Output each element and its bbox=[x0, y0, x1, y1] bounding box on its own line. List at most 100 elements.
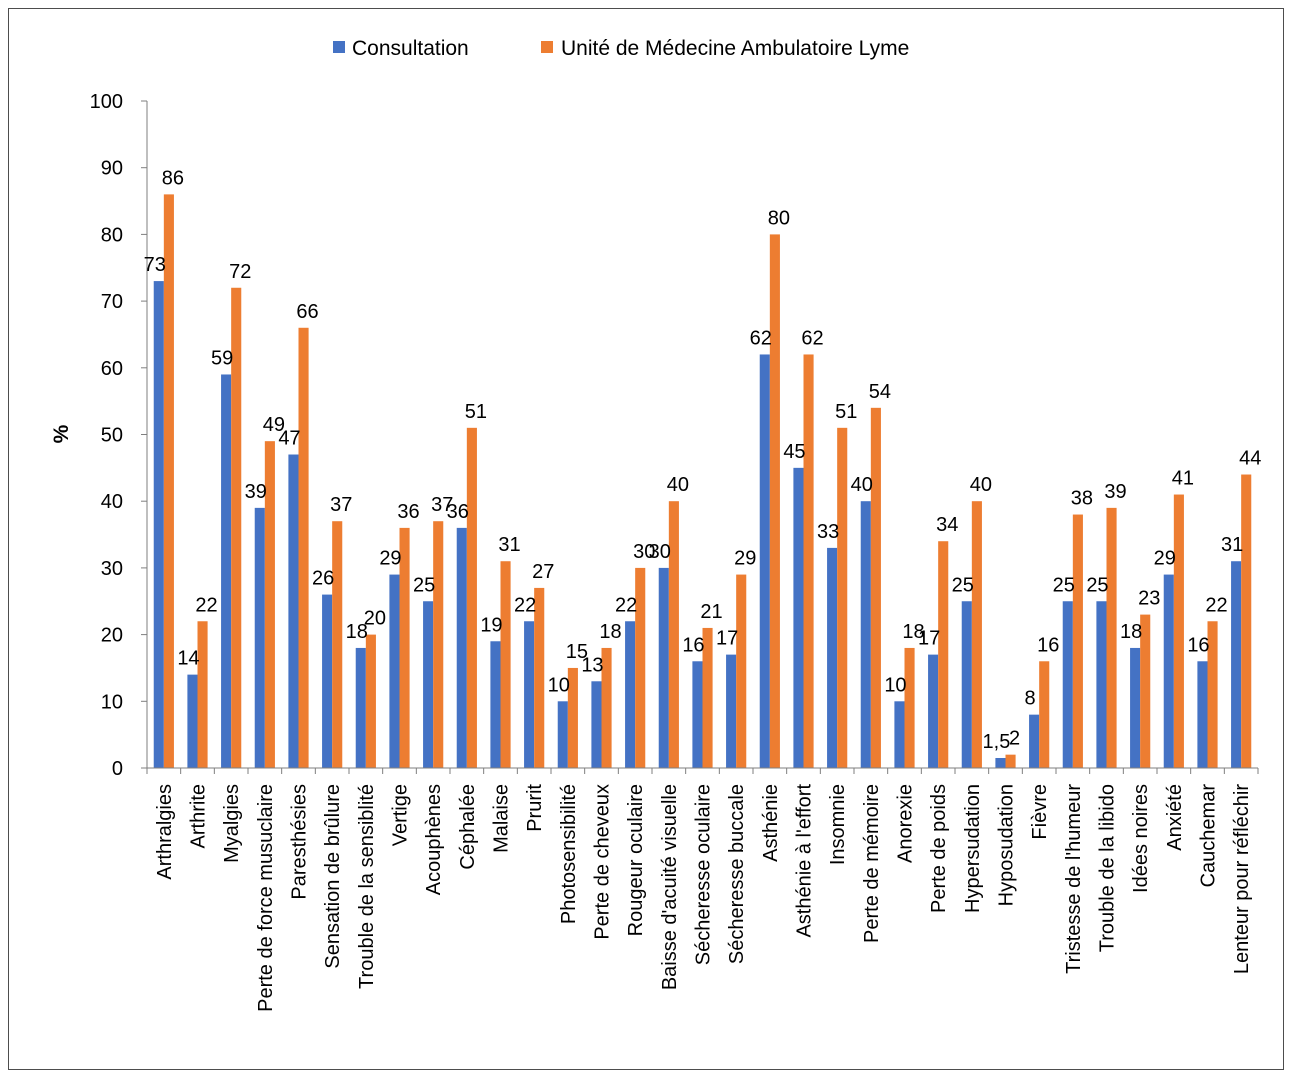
data-label: 40 bbox=[667, 474, 689, 496]
x-tick-label: Idées noires bbox=[1130, 784, 1152, 893]
bar-uma-lyme bbox=[1072, 514, 1083, 768]
y-tick-label: 40 bbox=[101, 491, 123, 513]
bar-consultation bbox=[726, 654, 737, 768]
bar-uma-lyme bbox=[163, 194, 174, 768]
x-tick-label: Baisse d'acuité visuelle bbox=[659, 784, 681, 990]
data-label: 22 bbox=[514, 594, 536, 616]
data-label: 62 bbox=[750, 327, 772, 349]
data-labels: 73 14 59 39 47 26 18 29 25 36 19 22 10 13 22 30 16 17 62 45… bbox=[144, 167, 1262, 753]
data-label: 47 bbox=[278, 428, 300, 450]
y-tick-label: 30 bbox=[101, 558, 123, 580]
y-tick-label: 50 bbox=[101, 425, 123, 447]
bar-consultation bbox=[389, 574, 400, 768]
bar-consultation bbox=[591, 681, 602, 768]
data-label: 72 bbox=[229, 261, 251, 283]
data-label: 29 bbox=[379, 548, 401, 570]
bar-consultation bbox=[221, 374, 232, 768]
data-label: 34 bbox=[936, 514, 958, 536]
bar-consultation bbox=[423, 601, 434, 768]
bar-uma-lyme bbox=[1005, 754, 1016, 768]
data-label: 25 bbox=[1053, 574, 1075, 596]
x-tick-label: Fièvre bbox=[1029, 784, 1051, 840]
x-tick-label: Arthrite bbox=[188, 784, 210, 848]
bar-uma-lyme bbox=[365, 634, 376, 768]
data-label: 23 bbox=[1138, 588, 1160, 610]
bar-consultation bbox=[827, 547, 838, 768]
y-axis: 0 10 20 30 40 50 60 70 80 90 100 bbox=[90, 91, 148, 780]
x-tick-label: Perte de poids bbox=[928, 784, 950, 913]
data-label: 25 bbox=[413, 574, 435, 596]
x-tick-label: Anorexie bbox=[895, 784, 917, 863]
data-label: 37 bbox=[330, 494, 352, 516]
bar-consultation bbox=[961, 601, 972, 768]
bar-uma-lyme bbox=[668, 501, 679, 768]
bar-consultation bbox=[1197, 661, 1208, 768]
bar-uma-lyme bbox=[264, 441, 275, 768]
bar-uma-lyme bbox=[1140, 614, 1151, 768]
bar-uma-lyme bbox=[971, 501, 982, 768]
bar-uma-lyme bbox=[231, 287, 242, 768]
legend-label-uma-lyme: Unité de Médecine Ambulatoire Lyme bbox=[561, 37, 909, 60]
x-tick-label: Perte de mémoire bbox=[861, 784, 883, 943]
bar-consultation bbox=[1029, 714, 1040, 768]
data-label: 86 bbox=[162, 167, 184, 189]
data-label: 17 bbox=[918, 628, 940, 650]
data-label: 49 bbox=[263, 414, 285, 436]
x-tick-label: Insomnie bbox=[827, 784, 849, 865]
bar-consultation bbox=[524, 621, 535, 768]
x-tick-label: Paresthésies bbox=[289, 784, 311, 900]
bar-consultation bbox=[490, 641, 501, 768]
bar-uma-lyme bbox=[870, 407, 881, 768]
x-tick-label: Sécheresse oculaire bbox=[693, 784, 715, 965]
data-label: 16 bbox=[682, 634, 704, 656]
data-label: 10 bbox=[884, 674, 906, 696]
bar-uma-lyme bbox=[197, 621, 208, 768]
chart-frame bbox=[8, 8, 1284, 1070]
x-tick-label: Malaise bbox=[491, 784, 513, 853]
x-tick-label: Hyposudation bbox=[996, 784, 1018, 906]
data-label: 19 bbox=[480, 614, 502, 636]
x-tick-label: Sécheresse buccale bbox=[726, 784, 748, 964]
bar-consultation bbox=[692, 661, 703, 768]
data-label: 2 bbox=[1009, 728, 1020, 750]
data-label: 36 bbox=[447, 501, 469, 523]
x-tick-label: Trouble de la libido bbox=[1097, 784, 1119, 952]
x-tick-label: Acouphènes bbox=[423, 784, 445, 895]
data-label: 31 bbox=[1221, 534, 1243, 556]
x-tick-label: Céphalée bbox=[457, 784, 479, 870]
data-label: 13 bbox=[581, 654, 603, 676]
x-tick-label: Photosensibilité bbox=[558, 784, 580, 924]
bar-consultation bbox=[995, 757, 1006, 768]
bar-uma-lyme bbox=[567, 667, 578, 768]
y-tick-label: 70 bbox=[101, 291, 123, 313]
data-label: 40 bbox=[851, 474, 873, 496]
x-tick-label: Sensation de brûlure bbox=[322, 784, 344, 969]
y-tick-label: 60 bbox=[101, 358, 123, 380]
legend-swatch-consultation bbox=[333, 41, 345, 53]
data-label: 8 bbox=[1025, 688, 1036, 710]
y-tick-label: 10 bbox=[101, 691, 123, 713]
x-tick-label: Perte de cheveux bbox=[592, 784, 614, 940]
bar-uma-lyme bbox=[938, 541, 949, 768]
bar-consultation bbox=[153, 281, 164, 768]
y-axis-label: % bbox=[50, 424, 73, 443]
bar-consultation bbox=[1163, 574, 1174, 768]
bar-uma-lyme bbox=[500, 561, 511, 768]
data-label: 51 bbox=[465, 401, 487, 423]
x-tick-label: Rougeur oculaire bbox=[625, 784, 647, 936]
bar-uma-lyme bbox=[466, 427, 477, 768]
bars bbox=[153, 194, 1252, 768]
data-label: 22 bbox=[195, 594, 217, 616]
data-label: 21 bbox=[700, 601, 722, 623]
x-tick-label: Asthénie à l'effort bbox=[794, 784, 816, 938]
data-label: 25 bbox=[1086, 574, 1108, 596]
x-tick-label: Hypersudation bbox=[962, 784, 984, 913]
x-tick-label: Prurit bbox=[524, 784, 546, 832]
bar-uma-lyme bbox=[433, 521, 444, 768]
y-tick-label: 20 bbox=[101, 625, 123, 647]
bar-uma-lyme bbox=[803, 354, 814, 768]
bar-consultation bbox=[322, 594, 333, 768]
data-label: 38 bbox=[1071, 488, 1093, 510]
data-label: 20 bbox=[364, 608, 386, 630]
x-tick-label: Asthénie bbox=[760, 784, 782, 862]
